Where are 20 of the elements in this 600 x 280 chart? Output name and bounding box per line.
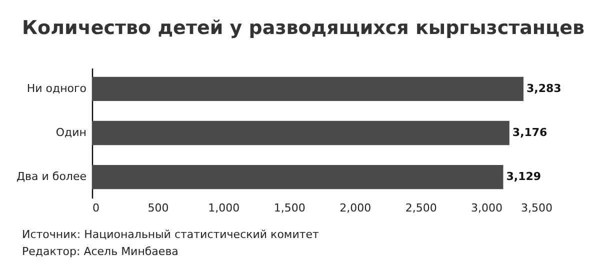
x-tick-label: 2,500	[405, 202, 437, 214]
data-label: 3,176	[512, 126, 548, 139]
text: Источник: Национальный статистический комитет	[22, 227, 319, 243]
bar	[92, 76, 524, 102]
x-tick-label: 500	[148, 202, 169, 214]
y-tick-label: Ни одного	[26, 82, 87, 95]
x-tick-label: 3,500	[521, 202, 552, 214]
x-tick-label: 1,500	[274, 202, 306, 214]
data-label: 3,129	[506, 170, 542, 184]
y-tick-label: Два и более	[16, 170, 87, 184]
chart-title: Количество детей у разводящихся кыргызстанцев	[22, 17, 585, 39]
text: Редактор: Асель Минбаева	[22, 244, 180, 260]
x-tick-label: 3,000	[471, 202, 503, 214]
bar	[92, 164, 504, 190]
bar	[92, 120, 510, 146]
x-tick-label: 1,000	[208, 202, 240, 214]
x-tick-label: 0	[92, 202, 100, 214]
x-tick-label: 2,000	[340, 202, 372, 214]
y-tick-label: Один	[56, 126, 86, 139]
data-label: 3,283	[526, 82, 562, 95]
